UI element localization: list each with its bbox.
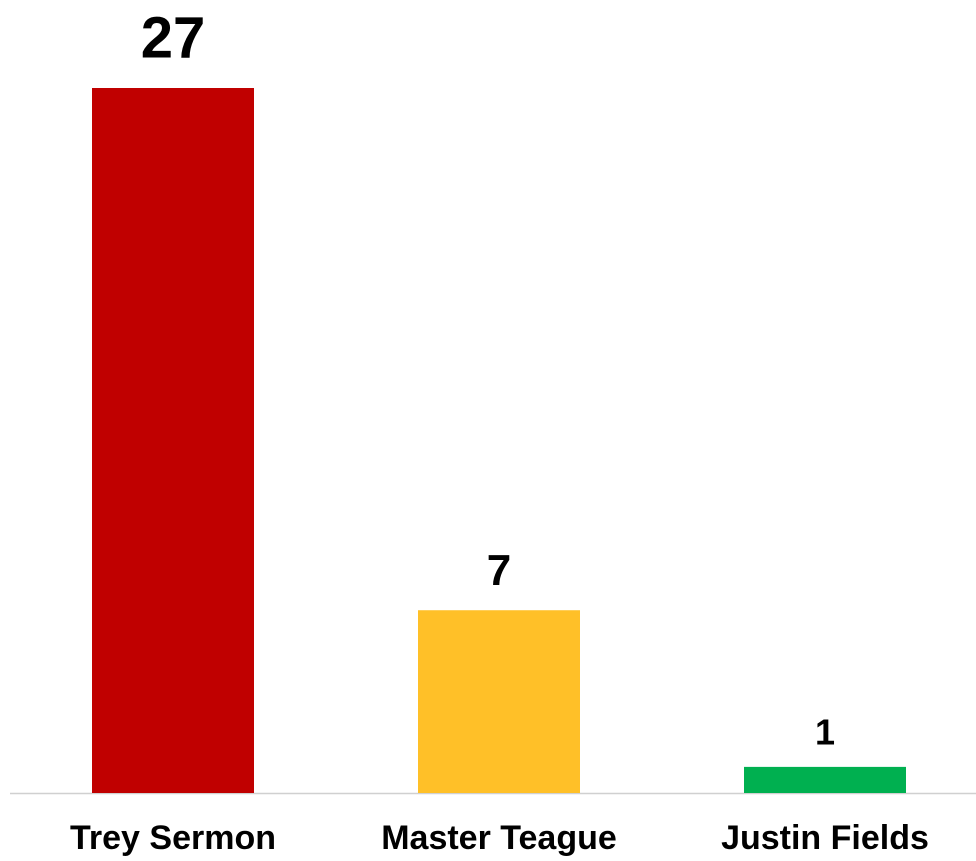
data-label: 1 bbox=[815, 711, 835, 752]
bar bbox=[92, 88, 254, 793]
x-tick-label: Trey Sermon bbox=[70, 819, 276, 857]
x-tick-label: Master Teague bbox=[381, 819, 617, 857]
x-tick-label: Justin Fields bbox=[721, 819, 929, 857]
bar bbox=[744, 766, 906, 793]
data-label: 7 bbox=[487, 546, 511, 595]
bar bbox=[418, 610, 580, 793]
data-label: 27 bbox=[141, 5, 206, 70]
